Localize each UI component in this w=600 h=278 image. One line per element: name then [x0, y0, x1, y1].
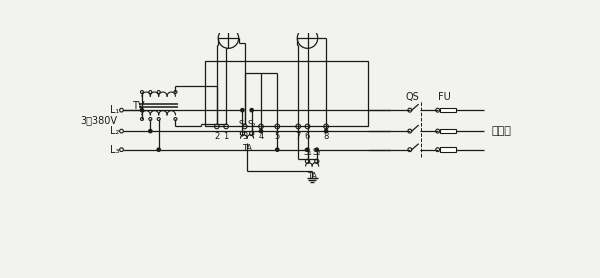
Circle shape: [325, 130, 328, 133]
Text: 5: 5: [275, 132, 280, 141]
Text: 7: 7: [296, 132, 301, 141]
Text: FU: FU: [438, 92, 451, 102]
Text: S₂: S₂: [313, 148, 321, 157]
Circle shape: [223, 29, 226, 31]
Text: TA: TA: [307, 172, 317, 180]
Text: S₁: S₁: [238, 120, 247, 129]
Text: 6: 6: [305, 132, 310, 141]
Text: L₂: L₂: [110, 126, 119, 136]
Bar: [440, 129, 456, 133]
Circle shape: [157, 148, 160, 151]
Circle shape: [149, 130, 152, 133]
Text: 8: 8: [323, 132, 329, 141]
Circle shape: [306, 148, 309, 151]
Text: 接负载: 接负载: [491, 126, 511, 136]
Text: S₁: S₁: [303, 148, 312, 157]
Text: S₂: S₂: [247, 120, 256, 129]
Text: 1: 1: [223, 132, 229, 141]
Circle shape: [259, 130, 263, 133]
Circle shape: [315, 148, 319, 151]
Text: L₁: L₁: [110, 105, 119, 115]
Text: 3～380V: 3～380V: [80, 116, 117, 126]
Circle shape: [140, 108, 143, 112]
Circle shape: [250, 108, 253, 112]
Text: 3: 3: [242, 132, 247, 141]
Text: QS: QS: [405, 92, 419, 102]
Circle shape: [275, 148, 279, 151]
Circle shape: [241, 108, 244, 112]
Bar: [440, 108, 456, 113]
Text: 4: 4: [259, 132, 263, 141]
Text: TV: TV: [132, 101, 144, 111]
Text: 2: 2: [214, 132, 220, 141]
Bar: [205, 61, 368, 126]
Circle shape: [302, 29, 305, 31]
Text: L₃: L₃: [110, 145, 119, 155]
Text: TA: TA: [242, 144, 252, 153]
Bar: [440, 147, 456, 152]
